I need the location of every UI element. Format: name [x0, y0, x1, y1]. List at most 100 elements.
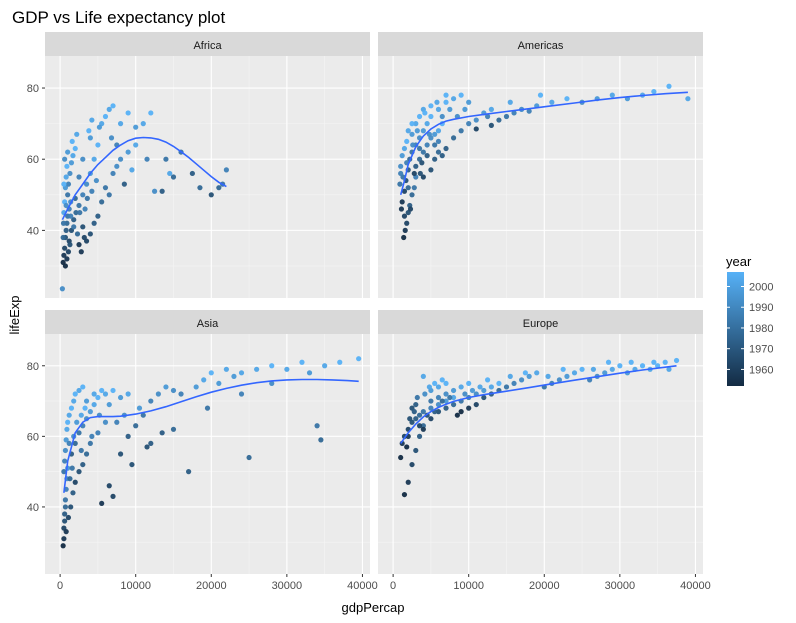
data-point	[662, 359, 668, 365]
data-point	[401, 145, 408, 152]
data-point	[80, 156, 86, 162]
data-point	[405, 185, 411, 191]
data-point	[84, 195, 90, 201]
data-point	[64, 256, 70, 262]
facet-strip-label: Europe	[523, 318, 558, 330]
data-point	[65, 192, 71, 198]
data-point	[432, 131, 438, 137]
data-point	[159, 430, 165, 436]
data-point	[609, 366, 615, 372]
data-point	[60, 543, 66, 549]
data-point	[102, 391, 109, 397]
data-point	[450, 135, 457, 141]
data-point	[469, 387, 476, 394]
data-point	[117, 451, 124, 457]
data-point	[61, 469, 67, 475]
data-point	[398, 163, 404, 169]
data-point	[435, 138, 442, 145]
data-point	[133, 142, 139, 148]
smooth-trend-line	[400, 365, 677, 444]
data-point	[651, 359, 657, 365]
data-point	[447, 106, 453, 112]
data-point	[63, 202, 69, 209]
data-point	[178, 391, 184, 397]
data-point	[102, 185, 109, 191]
data-point	[238, 370, 245, 376]
data-point	[409, 131, 415, 137]
data-point	[439, 113, 445, 120]
data-point	[496, 117, 502, 123]
data-point	[83, 398, 90, 404]
data-point	[71, 217, 77, 223]
data-point	[125, 110, 131, 116]
data-point	[68, 213, 74, 219]
facet-strip	[378, 310, 703, 334]
data-point	[428, 167, 434, 173]
chart-title: GDP vs Life expectancy plot	[12, 8, 226, 27]
data-point	[106, 483, 112, 489]
data-point	[70, 490, 76, 496]
data-point	[435, 128, 442, 134]
data-point	[99, 199, 105, 205]
data-point	[414, 128, 420, 134]
data-point	[428, 405, 434, 411]
data-point	[450, 387, 457, 394]
panel-background	[45, 56, 370, 298]
data-point	[424, 153, 430, 159]
data-point	[496, 380, 502, 387]
data-point	[76, 174, 82, 180]
data-point	[435, 409, 442, 415]
data-point	[89, 433, 95, 439]
data-point	[148, 440, 154, 447]
data-point	[404, 138, 410, 145]
data-point	[447, 394, 453, 401]
data-point	[170, 174, 177, 180]
data-point	[428, 103, 434, 109]
data-point	[86, 128, 92, 134]
legend-tick-label: 1980	[749, 323, 773, 335]
data-point	[419, 160, 425, 166]
data-point	[416, 113, 423, 120]
y-tick-label: 80	[27, 361, 39, 373]
data-point	[238, 391, 245, 397]
data-point	[488, 384, 494, 390]
data-point	[83, 451, 90, 457]
data-point	[401, 491, 408, 498]
data-point	[416, 412, 423, 418]
data-point	[609, 92, 615, 98]
data-point	[314, 423, 320, 429]
data-point	[148, 110, 154, 116]
data-point	[60, 234, 66, 241]
data-point	[76, 469, 82, 475]
data-point	[63, 227, 69, 233]
data-point	[409, 461, 415, 468]
data-point	[420, 426, 426, 432]
data-point	[454, 412, 460, 418]
data-point	[420, 149, 426, 155]
data-point	[144, 444, 150, 450]
data-point	[404, 220, 410, 226]
data-point	[399, 199, 405, 205]
data-point	[549, 99, 555, 105]
x-tick-label: 0	[390, 580, 396, 592]
data-point	[526, 373, 532, 379]
data-point	[76, 242, 82, 248]
smooth-trend-line	[61, 136, 227, 221]
data-point	[458, 92, 464, 98]
data-point	[269, 363, 275, 369]
data-point	[83, 181, 90, 187]
data-point	[435, 106, 442, 112]
data-point	[435, 401, 442, 408]
data-point	[62, 497, 69, 503]
data-point	[458, 409, 464, 415]
data-point	[193, 384, 199, 390]
data-point	[167, 170, 173, 177]
data-point	[545, 373, 551, 379]
data-point	[216, 380, 222, 387]
data-point	[401, 234, 407, 241]
data-point	[140, 412, 146, 418]
data-point	[484, 377, 491, 383]
panel-background	[45, 334, 370, 574]
data-point	[95, 430, 101, 436]
